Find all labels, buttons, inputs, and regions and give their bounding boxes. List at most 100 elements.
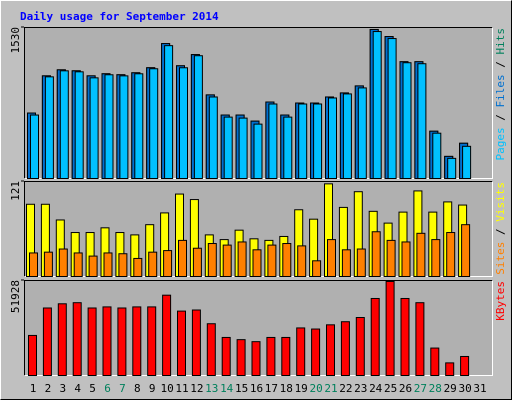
bar [57,303,67,376]
bar [357,87,367,179]
bar [342,93,352,179]
legend-entry: Hits [494,28,507,55]
bar [281,336,291,377]
bar [251,341,261,376]
bar [460,355,470,377]
bar [28,334,37,376]
bar [327,239,336,277]
x-tick-label: 7 [119,382,126,395]
bar [296,327,306,377]
bar [117,307,127,377]
bar [133,257,143,277]
bar [370,297,380,376]
bar [87,307,97,377]
bar [417,63,427,179]
bar [178,239,187,277]
bar [44,76,54,179]
bar [58,248,68,277]
bar [355,317,365,376]
bar [88,255,98,278]
bar [192,247,202,277]
bar [164,45,174,180]
legend: Pages / Files / Hits [494,28,507,161]
x-tick-label: 28 [429,382,442,395]
bar [238,117,248,179]
bar [447,157,457,180]
bar [193,55,203,179]
bar [221,336,231,377]
x-tick-label: 3 [59,382,66,395]
bar [386,239,396,277]
bar [298,103,308,179]
legend-separator: / [494,108,507,128]
bar [387,38,397,180]
bar [134,73,144,179]
bar [30,114,39,179]
bar [223,116,233,180]
bar [385,280,395,376]
bar [147,306,157,376]
plot-bevel-dark [24,280,493,376]
x-tick-label: 1 [30,382,37,395]
legend-entry: KBytes [494,281,507,321]
x-tick-label: 9 [149,382,156,395]
x-tick-label: 20 [309,382,322,395]
x-tick-label: 17 [265,382,278,395]
x-tick-label: 21 [324,382,337,395]
bar [402,62,412,180]
bar [208,96,218,179]
bar [415,302,425,377]
bar [252,249,262,277]
bar [253,123,263,179]
bar [371,231,381,278]
bar [461,224,471,278]
bar [222,244,232,278]
bar [74,71,84,179]
bar [177,310,186,377]
bar [179,67,188,179]
x-tick-label: 6 [104,382,111,395]
x-tick-label: 24 [369,382,383,395]
x-tick-label: 10 [160,382,173,395]
x-tick-label: 4 [74,382,81,395]
x-tick-label: 30 [458,382,471,395]
plot-bevel-dark [24,181,493,277]
bar [297,245,307,278]
x-tick-label: 14 [220,382,234,395]
bar [102,306,112,376]
x-tick-label: 8 [134,382,141,395]
bar [401,241,411,277]
bar [372,31,382,180]
bar [445,362,455,376]
bar [149,68,159,179]
bar [43,251,53,278]
bar [283,116,293,180]
legend: Sites / Visits [494,182,507,275]
bar [73,252,83,277]
x-tick-label: 25 [384,382,397,395]
bar [206,323,216,376]
x-tick-label: 12 [190,382,203,395]
plot-bevel-dark [24,27,493,179]
x-tick-label: 27 [414,382,427,395]
x-tick-label: 11 [175,382,188,395]
bar [431,239,441,277]
y-tick-label: 51928 [9,280,22,313]
bar [236,339,246,377]
x-tick-label: 31 [473,382,486,395]
bar [416,232,426,277]
bar [162,294,172,376]
bar [328,97,337,179]
bar [42,307,52,377]
x-tick-label: 18 [280,382,293,395]
bar [72,302,82,377]
legend-entry: Visits [494,182,507,222]
x-tick-label: 22 [339,382,352,395]
bar [59,70,69,179]
x-tick-label: 26 [399,382,412,395]
bar [326,324,335,377]
legend: KBytes [494,281,507,321]
bar [400,297,410,376]
bar [341,249,351,277]
